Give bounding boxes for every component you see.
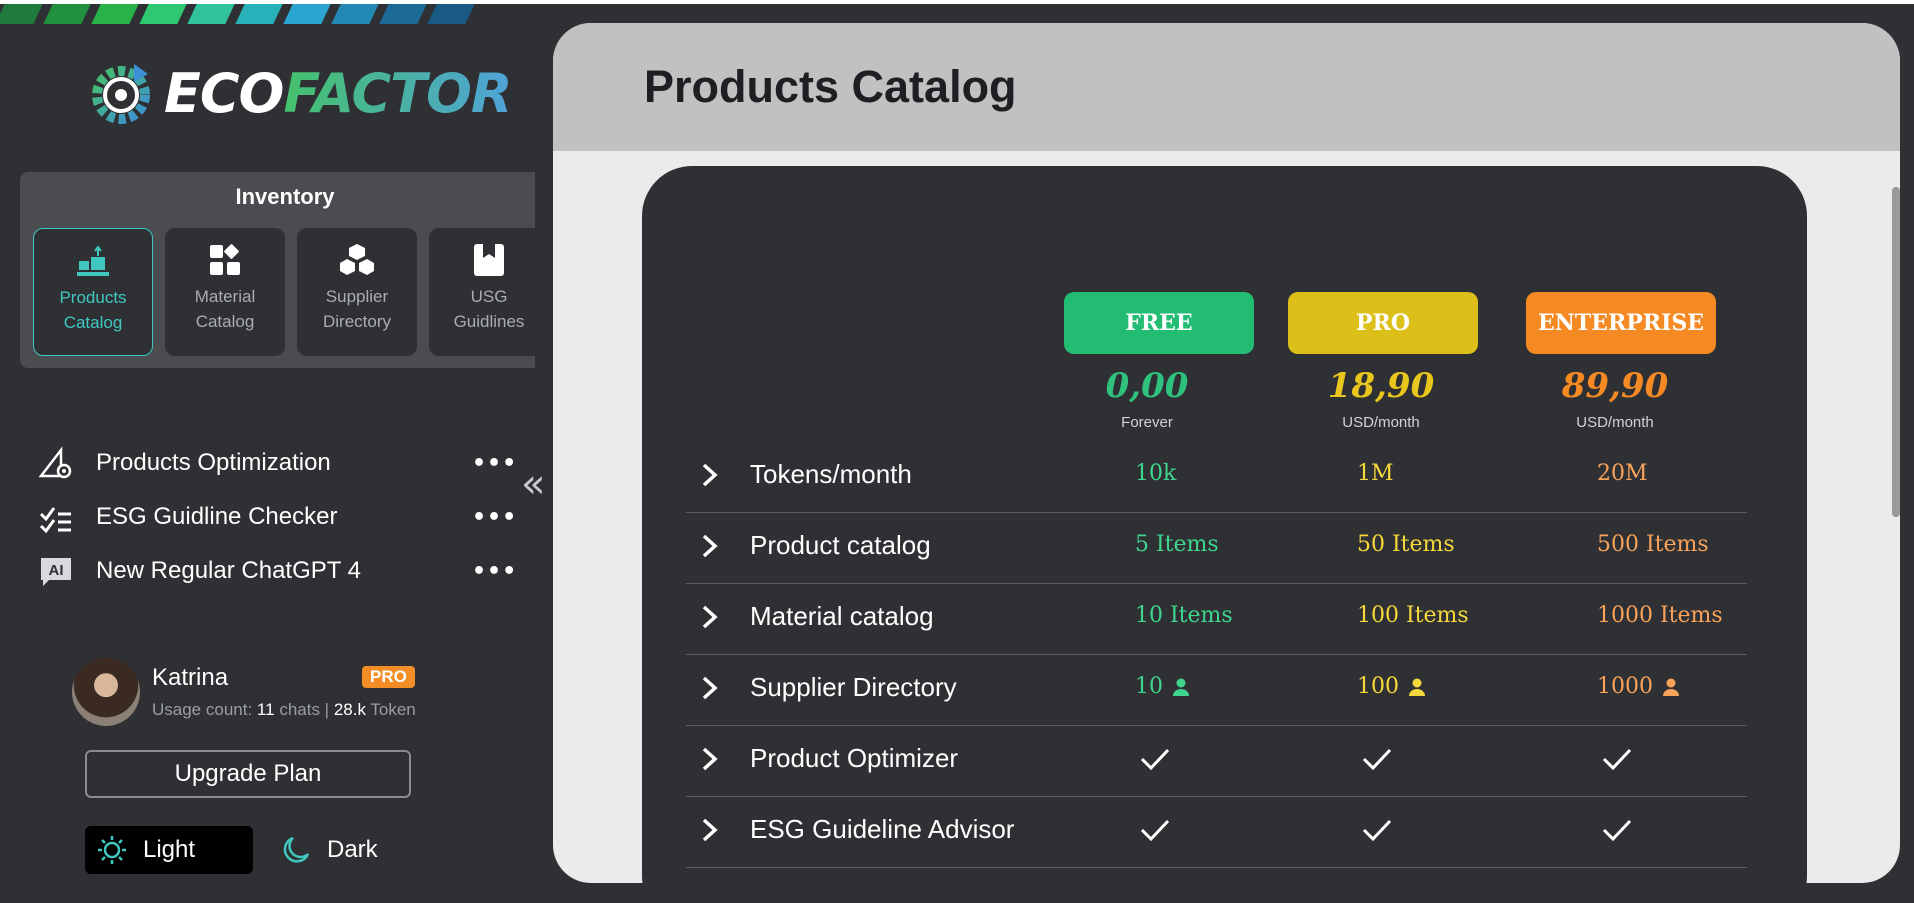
price-enterprise: 89,90 <box>1561 366 1669 406</box>
feature-row-product-catalog[interactable]: Product catalog 5 Items 50 Items 500 Ite… <box>686 512 1747 584</box>
feature-row-material-catalog[interactable]: Material catalog 10 Items 100 Items 1000… <box>686 583 1747 655</box>
check-icon <box>1140 748 1170 771</box>
feature-label: Tokens/month <box>750 459 912 489</box>
feature-value-free: 10 Items <box>1135 603 1233 628</box>
period-pro: USD/month <box>1342 414 1420 431</box>
plan-button-pro[interactable]: PRO <box>1288 292 1478 354</box>
feature-label: ESG Guideline Advisor <box>750 814 1015 844</box>
chevron-right-icon <box>702 534 718 558</box>
plan-button-free[interactable]: FREE <box>1064 292 1254 354</box>
inventory-panel: Inventory Products Catalog <box>20 172 549 368</box>
inventory-item-supplier-directory[interactable]: Supplier Directory <box>297 228 417 356</box>
more-options-button[interactable]: ••• <box>472 450 518 476</box>
light-theme-button[interactable]: Light <box>85 826 253 874</box>
scrollbar[interactable] <box>1892 187 1900 517</box>
more-options-button[interactable]: ••• <box>472 558 518 584</box>
ecofactor-logo[interactable]: ECOFACTOR <box>86 58 512 128</box>
material-catalog-icon <box>210 244 240 275</box>
inventory-title: Inventory <box>235 184 335 209</box>
inventory-item-usg-guidelines[interactable]: USG Guidlines <box>429 228 549 356</box>
page-header: Products Catalog <box>553 23 1900 151</box>
usg-guidelines-icon <box>474 244 504 276</box>
logo-text: ECOFACTOR <box>164 61 512 125</box>
plan-button-enterprise[interactable]: ENTERPRISE <box>1526 292 1716 354</box>
menu-item-label: ESG Guidline Checker <box>96 503 338 530</box>
chat-menu: Products Optimization ••• ESG Guidline C… <box>38 436 517 598</box>
feature-value-enterprise: 1000 Items <box>1597 603 1723 628</box>
sun-icon <box>95 833 129 867</box>
main-content: Products Catalog FREE PRO ENTERPRISE 0,0… <box>553 23 1900 883</box>
check-icon <box>1140 819 1170 842</box>
menu-item-products-optimization[interactable]: Products Optimization ••• <box>38 436 517 490</box>
more-options-button[interactable]: ••• <box>472 504 518 530</box>
inventory-item-label: Products Catalog <box>59 288 127 332</box>
feature-value-pro: 100 Items <box>1357 603 1469 628</box>
theme-toggle: Light Dark <box>85 826 378 874</box>
chevron-right-icon <box>702 605 718 629</box>
page-title: Products Catalog <box>644 61 1017 112</box>
feature-row-product-optimizer[interactable]: Product Optimizer <box>686 725 1747 797</box>
user-icon <box>1173 678 1189 696</box>
feature-value-free: 10k <box>1135 461 1177 486</box>
feature-row-supplier-directory[interactable]: Supplier Directory 10 100 1000 <box>686 654 1747 726</box>
menu-item-label: New Regular ChatGPT 4 <box>96 557 362 584</box>
feature-value-free: 5 Items <box>1135 532 1219 557</box>
feature-value-enterprise: 500 Items <box>1597 532 1709 557</box>
supplier-directory-icon <box>340 244 374 275</box>
products-catalog-icon <box>77 245 109 276</box>
light-theme-label: Light <box>143 836 196 863</box>
checklist-icon <box>38 499 74 535</box>
gear-logo-icon <box>92 64 150 124</box>
check-icon <box>1602 748 1632 771</box>
feature-label: Product catalog <box>750 530 931 560</box>
inventory-item-material-catalog[interactable]: Material Catalog <box>165 228 285 356</box>
feature-row-tokens[interactable]: Tokens/month 10k 1M 20M <box>686 441 1747 513</box>
user-icon <box>1663 678 1679 696</box>
usage-count: Usage count: 11 chats | 28.k Token <box>152 700 416 719</box>
moon-icon <box>279 833 313 867</box>
feature-row-esg-guideline-advisor[interactable]: ESG Guideline Advisor <box>686 796 1747 868</box>
collapse-sidebar-button[interactable]: « <box>521 461 546 507</box>
feature-value-pro: 1M <box>1357 461 1394 486</box>
inventory-item-label: Material Catalog <box>194 287 256 331</box>
dark-theme-label: Dark <box>327 836 378 863</box>
avatar <box>72 658 140 726</box>
sidebar: ECOFACTOR Inventory Products Catalog <box>0 4 549 903</box>
chevron-right-icon <box>702 747 718 771</box>
user-icon <box>1409 678 1425 696</box>
price-free: 0,00 <box>1105 366 1189 406</box>
products-optimization-icon <box>38 445 74 481</box>
feature-label: Material catalog <box>750 601 934 631</box>
chevron-right-icon <box>702 463 718 487</box>
check-icon <box>1362 819 1392 842</box>
feature-value-free: 10 <box>1135 674 1189 699</box>
upgrade-plan-button[interactable]: Upgrade Plan <box>85 750 411 798</box>
inventory-item-label: Supplier Directory <box>322 287 391 331</box>
price-pro: 18,90 <box>1327 366 1435 406</box>
chevron-right-icon <box>702 818 718 842</box>
period-enterprise: USD/month <box>1576 414 1654 431</box>
menu-item-new-regular-chatgpt-4[interactable]: AI New Regular ChatGPT 4 ••• <box>38 544 517 598</box>
feature-value-pro: 50 Items <box>1357 532 1455 557</box>
inventory-item-products-catalog[interactable]: Products Catalog <box>33 228 153 356</box>
ai-icon: AI <box>38 553 74 589</box>
feature-label: Product Optimizer <box>750 743 959 773</box>
app-window: ECOFACTOR Inventory Products Catalog <box>0 4 1914 903</box>
feature-label: Supplier Directory <box>750 672 957 702</box>
user-name: Katrina <box>152 664 229 691</box>
feature-value-pro: 100 <box>1357 674 1425 699</box>
inventory-item-label: USG Guidlines <box>453 287 525 331</box>
dark-theme-button[interactable]: Dark <box>279 826 378 874</box>
menu-item-esg-guidline-checker[interactable]: ESG Guidline Checker ••• <box>38 490 517 544</box>
feature-value-enterprise: 1000 <box>1597 674 1679 699</box>
pro-badge: PRO <box>362 666 415 688</box>
feature-value-enterprise: 20M <box>1597 461 1648 486</box>
menu-item-label: Products Optimization <box>96 449 331 476</box>
period-free: Forever <box>1121 414 1173 431</box>
pricing-table: FREE PRO ENTERPRISE 0,00 18,90 89,90 For… <box>642 166 1807 883</box>
check-icon <box>1362 748 1392 771</box>
chevron-right-icon <box>702 676 718 700</box>
check-icon <box>1602 819 1632 842</box>
svg-text:AI: AI <box>49 562 64 579</box>
